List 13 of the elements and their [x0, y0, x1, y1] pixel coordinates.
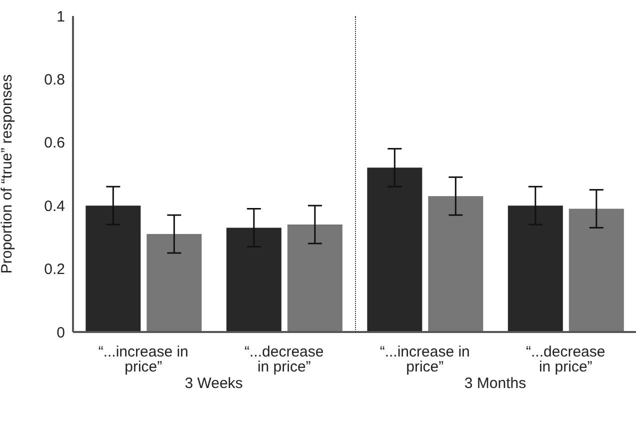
x-tick-label: “...increase in price”	[98, 344, 188, 376]
x-tick-label: “...decrease in price”	[526, 344, 606, 376]
y-tick-label: 0.6	[44, 134, 65, 152]
y-tick-label: 0.4	[44, 198, 65, 215]
y-tick-label: 0	[56, 324, 65, 342]
y-axis-title: Proportion of “true” responses	[0, 74, 16, 274]
y-tick-label: 0.2	[44, 261, 65, 278]
y-tick-label: 0.8	[44, 72, 65, 89]
y-tick-label: 1	[56, 8, 65, 26]
x-tick-label: “...decrease in price”	[244, 344, 324, 376]
x-tick-label: “...increase in price”	[380, 344, 470, 376]
text: 3 Months	[463, 375, 528, 392]
text: 3 Weeks	[184, 375, 244, 392]
